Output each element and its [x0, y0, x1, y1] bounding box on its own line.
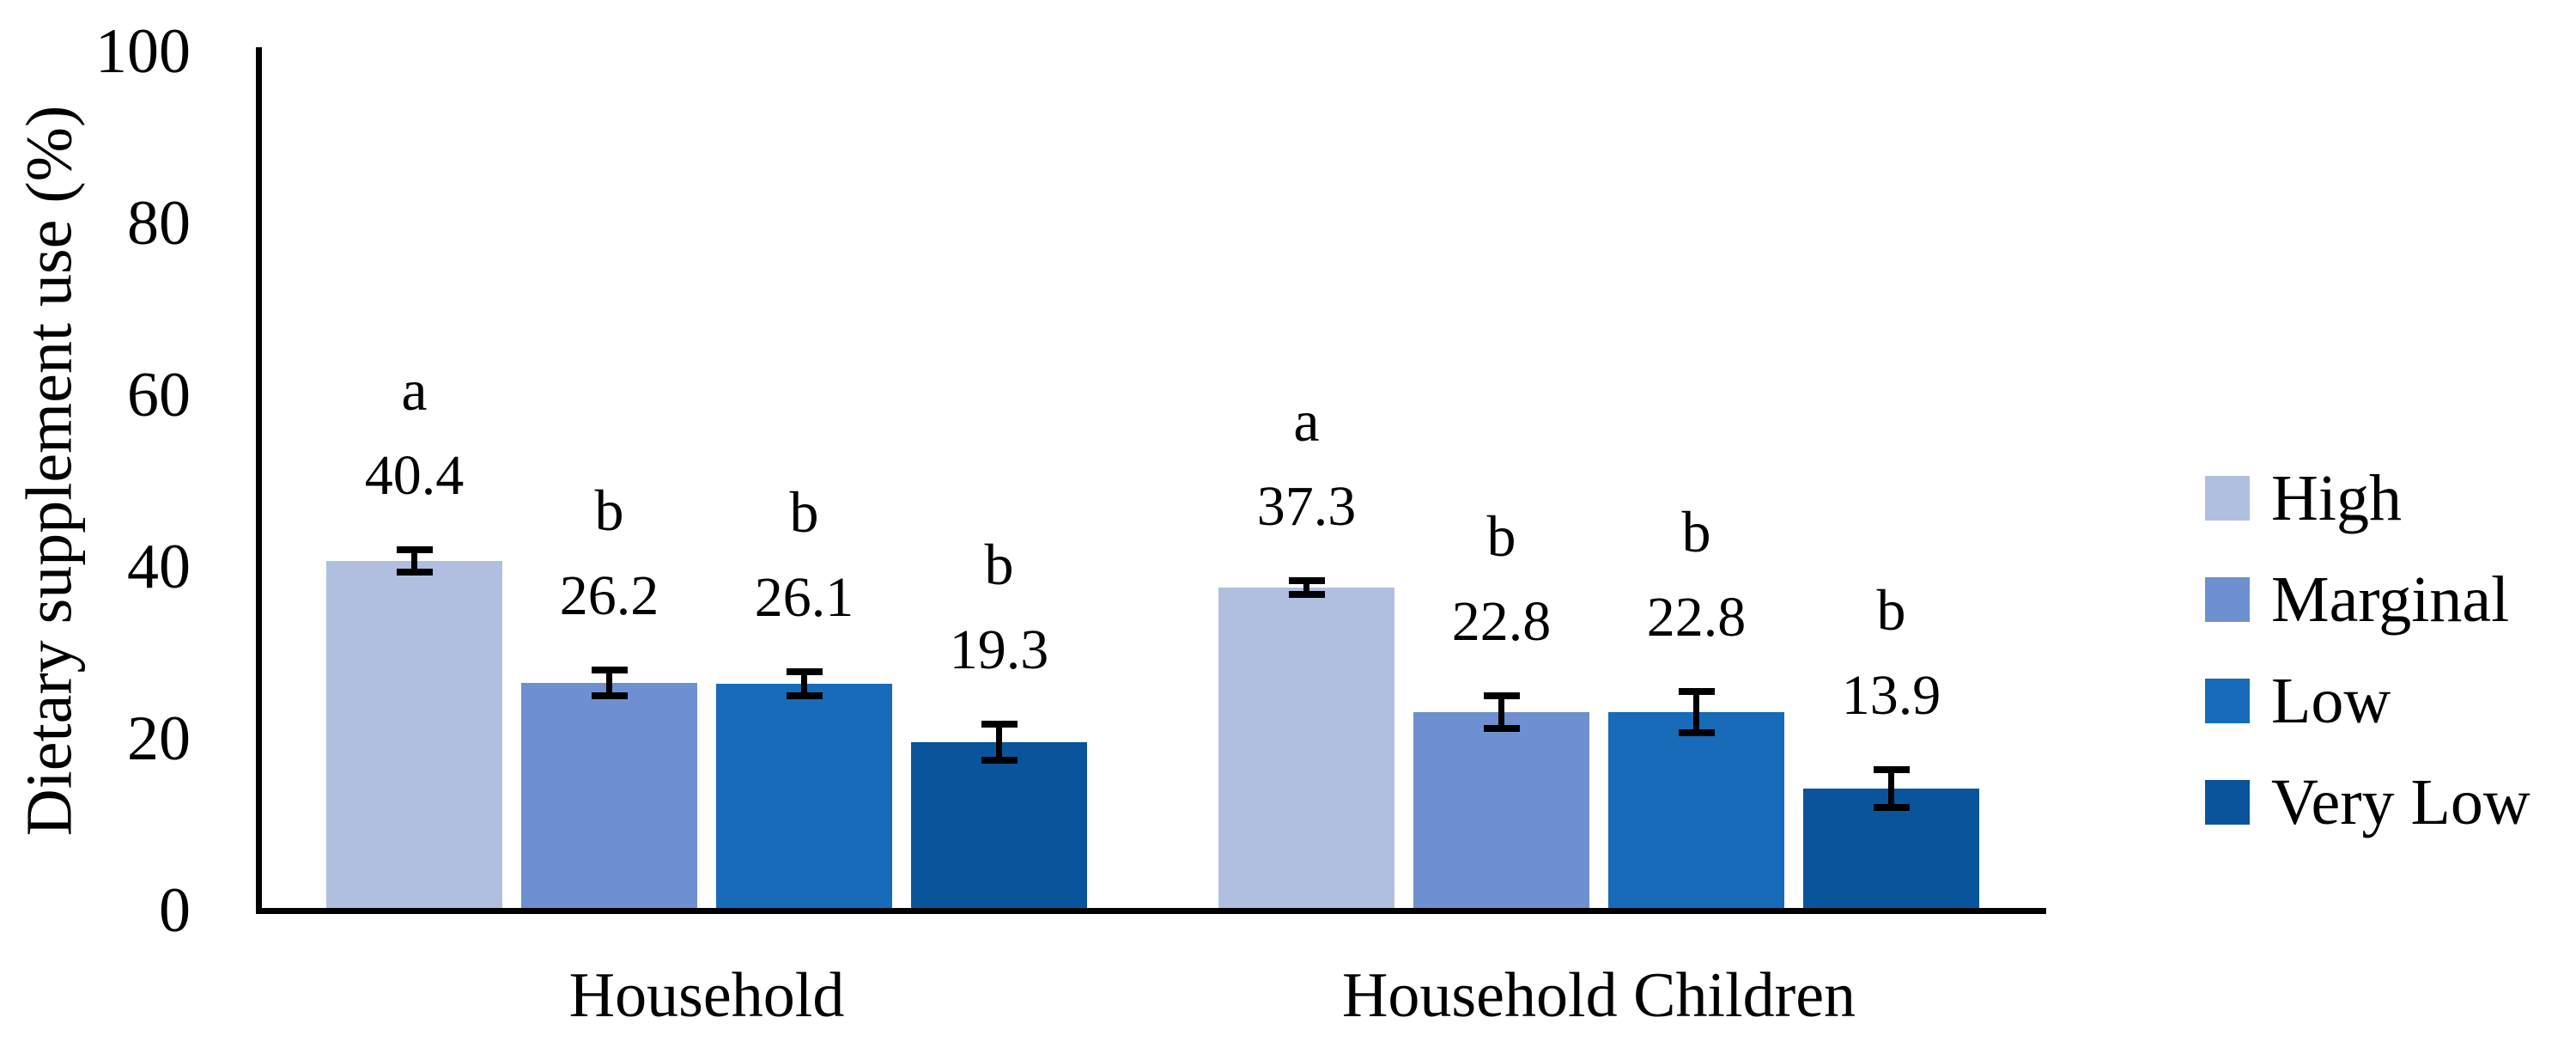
error-bar-bottom-cap	[591, 692, 628, 699]
bar-value-label: 40.4	[364, 444, 465, 507]
error-bar-top-cap	[1873, 766, 1910, 773]
x-category-label: Household Children	[1341, 960, 1856, 1031]
significance-letter: b	[1681, 499, 1711, 564]
y-tick-label: 0	[159, 875, 191, 946]
y-axis-line	[256, 47, 262, 914]
error-bar-top-cap	[981, 721, 1018, 728]
legend-swatch-very-low	[2205, 780, 2250, 825]
y-tick-label: 80	[127, 188, 191, 259]
significance-letter: b	[789, 479, 819, 545]
error-bar-stem	[1693, 691, 1699, 733]
bar-low	[716, 684, 892, 908]
bar-value-label: 37.3	[1256, 475, 1357, 538]
error-bar-bottom-cap	[786, 692, 823, 699]
y-tick-label: 100	[95, 16, 191, 87]
legend-swatch-marginal	[2205, 577, 2250, 622]
error-bar-top-cap	[1288, 577, 1325, 584]
significance-letter: b	[1876, 577, 1906, 643]
significance-letter: b	[984, 532, 1014, 597]
legend-label: Low	[2271, 665, 2391, 737]
error-bar-bottom-cap	[981, 757, 1018, 764]
legend-swatch-low	[2205, 679, 2250, 723]
error-bar-stem	[1498, 696, 1504, 728]
legend-label: High	[2271, 462, 2402, 534]
error-bar-stem	[1888, 770, 1894, 807]
bar-value-label: 13.9	[1841, 664, 1941, 727]
error-bar-top-cap	[591, 667, 628, 673]
error-bar-bottom-cap	[1678, 729, 1715, 736]
bar-high	[326, 561, 502, 908]
bar-value-label: 26.1	[754, 566, 854, 629]
bar-marginal	[1413, 712, 1589, 908]
bar-high	[1218, 588, 1394, 908]
significance-letter: a	[1293, 388, 1320, 454]
bar-value-label: 22.8	[1451, 590, 1552, 653]
error-bar-bottom-cap	[1873, 804, 1910, 811]
error-bar-stem	[1303, 581, 1309, 594]
bar-value-label: 26.2	[559, 564, 659, 627]
x-axis-line	[256, 908, 2046, 914]
legend-swatch-high	[2205, 476, 2250, 521]
error-bar-top-cap	[1483, 692, 1520, 699]
error-bar-top-cap	[786, 668, 823, 675]
y-tick-label: 60	[127, 360, 191, 430]
error-bar-top-cap	[1678, 688, 1715, 695]
bar-low	[1608, 712, 1784, 908]
error-bar-bottom-cap	[396, 569, 433, 576]
y-tick-label: 20	[127, 704, 191, 774]
significance-letter: b	[1486, 503, 1516, 569]
error-bar-stem	[606, 670, 612, 696]
significance-letter: b	[594, 478, 624, 543]
error-bar-top-cap	[396, 546, 433, 553]
significance-letter: a	[401, 357, 428, 423]
bar-marginal	[521, 683, 697, 908]
error-bar-stem	[801, 672, 807, 696]
legend-label: Very Low	[2271, 766, 2530, 838]
error-bar-bottom-cap	[1483, 725, 1520, 732]
error-bar-bottom-cap	[1288, 591, 1325, 598]
error-bar-stem	[411, 550, 417, 572]
x-category-label: Household	[568, 960, 845, 1031]
y-tick-label: 40	[127, 532, 191, 602]
legend-label: Marginal	[2271, 564, 2510, 636]
bar-value-label: 19.3	[949, 618, 1049, 681]
bar-value-label: 22.8	[1646, 586, 1747, 649]
error-bar-stem	[996, 724, 1002, 760]
bar-very-low	[911, 742, 1087, 908]
